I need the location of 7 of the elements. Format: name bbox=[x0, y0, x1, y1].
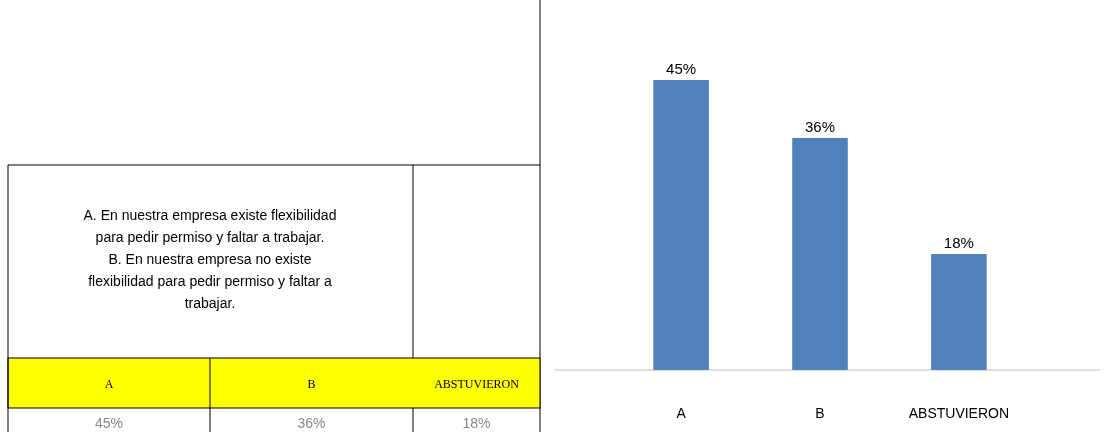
table: A. En nuestra empresa existe flexibilidad para pedir permiso y faltar a trabajar. B. En nuestra empresa no existe flexibilidad para pedir permiso y faltar a trabajar. A B ABSTUVIERON 45% 36% 18% bbox=[7, 0, 541, 432]
x-tick-label: A bbox=[676, 405, 687, 421]
data-label: 18% bbox=[943, 234, 974, 251]
x-tick-label: B bbox=[815, 405, 825, 421]
data-label: 36% bbox=[804, 118, 836, 135]
data-label: 45% bbox=[666, 60, 697, 77]
x-tick-label: ABSTUVIERON bbox=[908, 405, 1010, 421]
